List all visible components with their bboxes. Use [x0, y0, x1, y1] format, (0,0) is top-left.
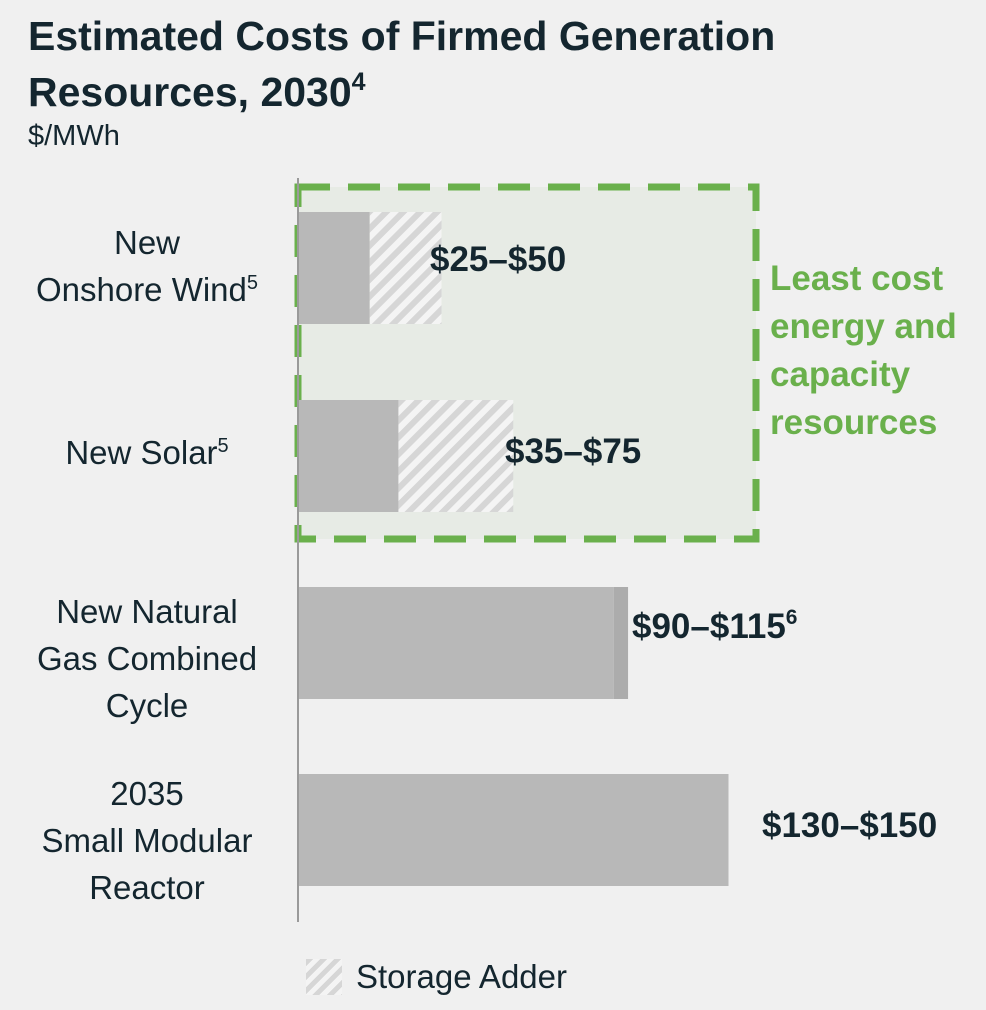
callout-line-0: Least cost [770, 259, 944, 298]
category-label-2: New Natural Gas Combined Cycle [12, 588, 282, 729]
category-label-line: New [12, 219, 282, 266]
value-label-0: $25–$50 [430, 240, 566, 280]
chart-title-text: Estimated Costs of Firmed Generation Res… [28, 13, 776, 115]
category-label-line: New Natural [12, 588, 282, 635]
category-label-line: 2035 [12, 770, 282, 817]
least-cost-callout: Least cost energy and capacity resources [770, 255, 957, 447]
category-label-line: Onshore Wind5 [12, 266, 282, 313]
category-label-1: New Solar5 [12, 429, 282, 476]
value-label-1: $35–$75 [505, 432, 641, 472]
category-label-text: Reactor [89, 868, 205, 906]
category-label-text: Small Modular [41, 821, 253, 859]
category-label-line: Cycle [12, 682, 282, 729]
value-label-text: $25–$50 [430, 240, 567, 279]
value-label-3: $130–$150 [762, 806, 937, 846]
bar-base-1 [298, 400, 399, 512]
bar-base-3 [298, 774, 729, 886]
category-footnote: 5 [246, 272, 259, 294]
legend: Storage Adder [306, 958, 567, 996]
chart-title-footnote: 4 [351, 68, 366, 96]
category-label-line: Reactor [12, 864, 282, 911]
storage-adder-swatch [306, 959, 342, 995]
value-label-text: $35–$75 [505, 432, 642, 471]
category-label-text: New Solar [65, 433, 218, 471]
chart-unit-label: $/MWh [28, 120, 120, 152]
callout-line-3: resources [770, 403, 938, 442]
chart-title: Estimated Costs of Firmed Generation Res… [28, 8, 986, 120]
category-label-3: 2035 Small Modular Reactor [12, 770, 282, 911]
bar-storage-adder-0 [369, 212, 442, 324]
bar-storage-adder-2 [613, 587, 629, 699]
category-footnote: 5 [217, 434, 229, 457]
bar-base-2 [298, 587, 614, 699]
value-label-text: $90–$115 [632, 607, 786, 646]
value-label-text: $130–$150 [762, 806, 938, 845]
category-label-text: 2035 [110, 774, 184, 812]
value-label-footnote: 6 [785, 606, 798, 629]
category-label-text: Onshore Wind [35, 271, 247, 308]
callout-line-2: capacity [770, 355, 911, 394]
category-label-line: Small Modular [12, 817, 282, 864]
category-label-text: New Natural [56, 592, 238, 630]
bar-base-0 [298, 212, 370, 324]
category-label-text: Cycle [105, 686, 189, 724]
category-label-0: New Onshore Wind5 [12, 219, 282, 313]
value-label-2: $90–$1156 [632, 607, 797, 647]
category-label-line: New Solar5 [12, 429, 282, 476]
category-label-line: Gas Combined [12, 635, 282, 682]
category-label-text: New [113, 224, 181, 261]
category-label-text: Gas Combined [36, 639, 258, 677]
legend-label-storage-adder: Storage Adder [356, 958, 567, 995]
bar-storage-adder-1 [398, 400, 514, 512]
callout-line-1: energy and [770, 307, 957, 346]
